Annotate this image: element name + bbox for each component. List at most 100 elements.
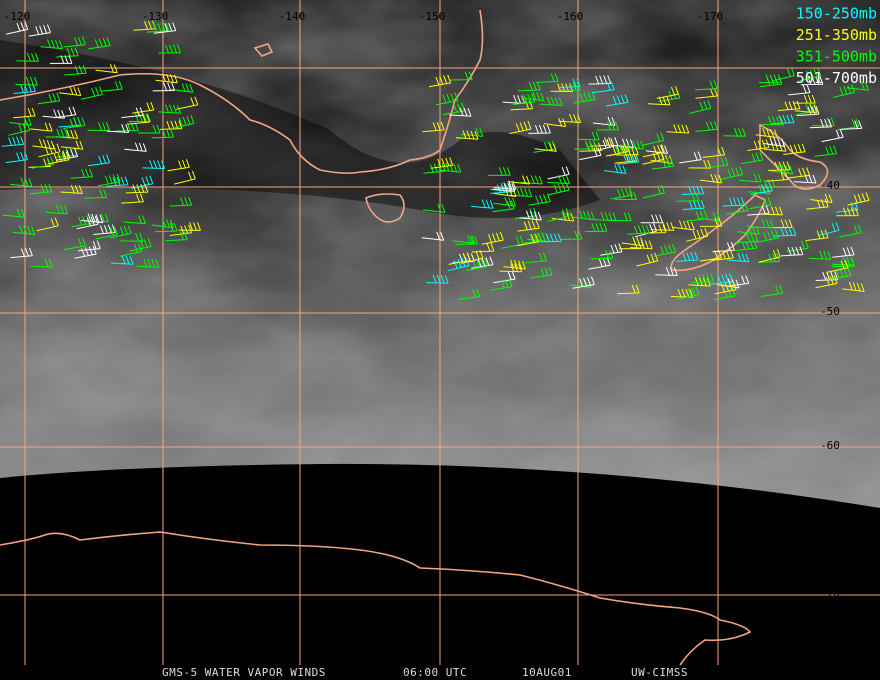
wind-barb (670, 288, 694, 298)
wind-barb (794, 104, 818, 114)
wind-barb (741, 151, 764, 165)
wind-barb (493, 180, 517, 190)
wind-barb (737, 225, 760, 235)
wind-barb (540, 96, 563, 106)
legend-entry: 150-250mb (796, 5, 877, 23)
wind-barb (558, 78, 581, 88)
wind-barb (616, 153, 640, 165)
wind-barb (40, 39, 63, 50)
wind-barb (762, 136, 786, 147)
wind-barb (455, 130, 479, 140)
wind-barb (547, 182, 570, 196)
legend-entry: 251-350mb (796, 26, 877, 44)
wind-barb (726, 252, 750, 263)
wind-barb (116, 122, 139, 132)
wind-barb (756, 229, 779, 243)
wind-barb (647, 96, 671, 106)
wind-barb (672, 220, 695, 231)
latitude-label: -40 (820, 179, 840, 192)
wind-barb (593, 212, 617, 222)
wind-barb (751, 219, 774, 229)
wind-barb (5, 151, 29, 164)
wind-barb (45, 128, 69, 138)
wind-barb (138, 124, 161, 134)
wind-barb (87, 154, 111, 167)
wind-barb (755, 127, 778, 138)
wind-barb (80, 213, 104, 224)
wind-barb (528, 124, 551, 134)
wind-barb (839, 120, 863, 130)
wind-barb (588, 75, 612, 85)
wind-barb (422, 121, 445, 133)
wind-barb (579, 147, 602, 161)
wind-barb (588, 257, 611, 270)
wind-barb (8, 122, 31, 136)
wind-barb (796, 105, 820, 117)
wind-barb (723, 127, 746, 137)
wind-barb (596, 137, 619, 152)
wind-barb (551, 211, 575, 222)
wind-barb (13, 107, 36, 119)
wind-barb (689, 100, 712, 114)
wind-barb (793, 94, 816, 104)
wind-barb (42, 109, 66, 119)
wind-barb (543, 117, 567, 127)
wind-barb (799, 68, 822, 82)
wind-barb (780, 246, 804, 257)
wind-barb (15, 76, 38, 86)
wind-barb (158, 104, 181, 114)
wind-barb (839, 224, 862, 238)
wind-barb (593, 116, 616, 126)
wind-barb (832, 246, 855, 258)
wind-barb (106, 176, 129, 187)
wind-barb (438, 162, 462, 173)
wind-barb (45, 205, 69, 215)
wind-barb (165, 231, 188, 242)
wind-barb (6, 21, 29, 35)
wind-barb (847, 192, 870, 206)
wind-barb (760, 285, 784, 297)
wind-barb (36, 217, 59, 232)
wind-barb (547, 175, 570, 185)
wind-barb (493, 270, 516, 284)
wind-barb (493, 196, 517, 207)
wind-barb (584, 223, 608, 233)
wind-barb (428, 74, 452, 88)
wind-barb (821, 129, 844, 143)
wind-barb (642, 151, 665, 165)
wind-barb (547, 166, 570, 180)
wind-barb (63, 36, 86, 48)
wind-barb (64, 65, 87, 76)
wind-barb (640, 214, 664, 224)
wind-barb (38, 143, 61, 158)
wind-barb (95, 226, 118, 240)
new-zealand-coast (670, 123, 829, 272)
wind-barb (146, 22, 170, 33)
footer-text: 06:00 UTC (403, 666, 467, 679)
wind-barb (129, 238, 152, 252)
wind-barb (770, 219, 793, 229)
footer-text: GMS-5 WATER VAPOR WINDS (162, 666, 326, 679)
wind-barb (656, 86, 679, 99)
wind-barb (547, 208, 570, 222)
wind-barb (787, 167, 811, 179)
wind-barb (636, 252, 659, 267)
wind-barb (793, 174, 817, 184)
wind-barb (530, 266, 553, 279)
wind-barb (152, 82, 176, 92)
wind-barb (666, 124, 690, 134)
wind-barb (815, 271, 839, 281)
wind-barb (747, 139, 770, 151)
wind-barb (536, 73, 559, 83)
wind-barb (558, 113, 582, 123)
wind-barb (70, 168, 94, 179)
wind-barb (111, 255, 134, 265)
wind-barb (30, 258, 53, 268)
wind-barb (783, 143, 806, 155)
wind-barb (471, 242, 495, 253)
wind-barb (836, 207, 859, 217)
wind-barb (749, 196, 772, 210)
longitude-label: -140 (279, 10, 306, 23)
wind-barb (814, 145, 838, 157)
